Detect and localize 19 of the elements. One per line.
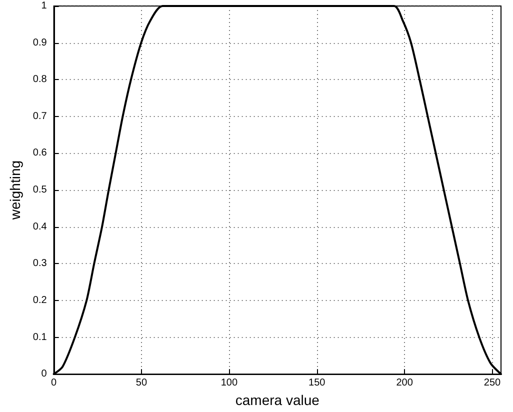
y-tick-label: 0.3	[32, 258, 48, 270]
y-tick-label: 0.9	[32, 37, 48, 48]
y-tick-label: 0.5	[32, 184, 48, 196]
x-tick-label: 50	[136, 378, 148, 389]
y-tick-label: 0.6	[32, 148, 48, 159]
y-tick-label: 0.4	[32, 221, 48, 232]
y-axis-title: weighting	[7, 160, 23, 221]
y-tick-label: 0.1	[32, 332, 48, 343]
x-tick-label: 150	[308, 378, 326, 389]
x-tick-label: 250	[484, 378, 502, 389]
x-axis-title: camera value	[235, 392, 320, 408]
y-tick-label: 0	[41, 368, 48, 380]
y-tick-label: 0.2	[32, 294, 48, 306]
x-tick-label: 0	[51, 378, 58, 389]
x-tick-label: 100	[220, 378, 238, 389]
x-tick-label: 200	[396, 378, 414, 389]
y-tick-label: 0.8	[32, 74, 48, 86]
y-tick-label: 0.7	[32, 110, 48, 122]
y-tick-label: 1	[41, 0, 48, 12]
